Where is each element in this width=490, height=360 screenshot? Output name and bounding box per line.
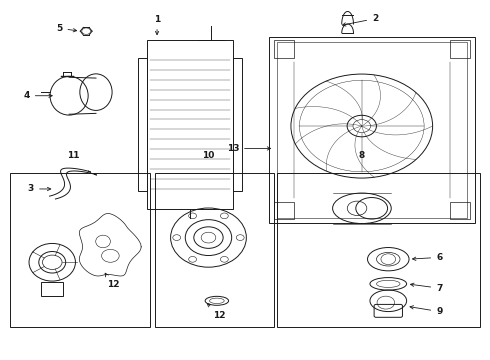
Bar [450,40,470,58]
Text: 12: 12 [105,273,119,289]
Bar [450,202,470,220]
Text: 6: 6 [413,253,442,262]
Bar [277,42,467,218]
Bar [233,58,242,191]
Text: 11: 11 [67,151,79,160]
Text: 7: 7 [411,283,442,293]
Text: 10: 10 [202,151,215,160]
Bar [139,58,147,191]
Text: 8: 8 [359,151,365,160]
Bar [155,173,274,327]
Bar [277,173,480,327]
Text: 5: 5 [56,24,76,33]
Text: 1: 1 [154,15,160,35]
Bar [42,282,63,296]
Bar [10,173,150,327]
Bar [147,40,233,209]
Text: 12: 12 [207,303,225,320]
Text: 2: 2 [343,14,378,26]
Bar [274,40,294,58]
Text: 3: 3 [28,184,51,193]
Text: 13: 13 [226,144,270,153]
Text: 4: 4 [24,91,52,100]
Bar [270,37,475,223]
Text: 9: 9 [410,306,442,316]
Bar [274,202,294,220]
